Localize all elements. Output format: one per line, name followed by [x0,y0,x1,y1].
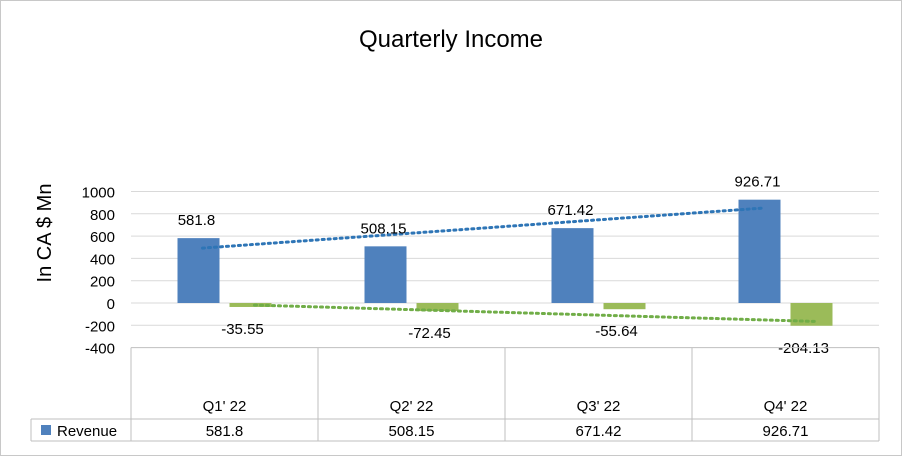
legend-swatch-revenue [41,425,51,435]
table-value: 581.8 [206,423,244,440]
y-axis-label: In CA $ Mn [34,184,56,283]
data-label-revenue: 671.42 [548,202,594,219]
y-tick-label: 800 [90,207,115,224]
bar-revenue [551,228,594,303]
data-table: Q1' 22 581.8 Q2' 22 508.15 Q3' 22 671.42 Q4' 2… [30,347,880,442]
data-label-series-2: -72.45 [408,325,451,342]
trendline-series-2 [253,303,817,323]
bar-series-2 [416,303,459,312]
trendlines [201,206,817,323]
data-label-revenue: 508.15 [361,220,407,237]
y-tick-label: 400 [90,251,115,268]
data-label-series-2: -204.13 [778,340,829,357]
category-label: Q4' 22 [764,398,808,415]
bars [177,199,833,326]
category-label: Q2' 22 [390,398,434,415]
bar-revenue [177,238,220,303]
data-label-series-2: -35.55 [221,321,264,338]
category-label: Q1' 22 [203,398,247,415]
data-label-series-2: -55.64 [595,323,638,340]
table-value: 671.42 [576,423,622,440]
y-tick-label: 200 [90,274,115,291]
y-tick-label: 0 [107,296,115,313]
bar-revenue [738,199,781,303]
category-label: Q3' 22 [577,398,621,415]
bar-revenue [364,246,407,303]
y-tick-label: 1000 [82,185,115,202]
data-label-revenue: 926.71 [735,174,781,191]
bar-series-2 [603,303,646,310]
y-axis-ticks: -400 -200 0 200 400 600 800 1000 [82,185,115,358]
trendline-revenue [201,206,765,250]
chart-title: Quarterly Income [359,26,543,53]
y-tick-label: -400 [85,341,115,358]
data-labels: 581.8 -35.55 508.15 -72.45 671.42 -55.64 926.7… [178,174,829,357]
legend-label-revenue: Revenue [57,423,117,440]
y-tick-label: 600 [90,229,115,246]
table-value: 926.71 [763,423,809,440]
bar-series-2 [229,303,272,307]
table-value: 508.15 [389,423,435,440]
data-label-revenue: 581.8 [178,212,216,229]
y-tick-label: -200 [85,318,115,335]
